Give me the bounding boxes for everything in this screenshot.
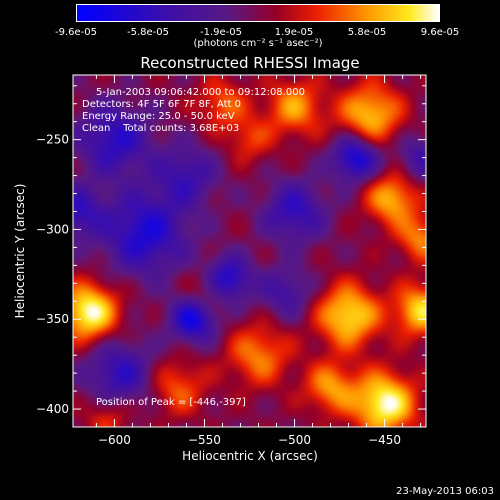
colorbar-tick-label: 1.9e-05 <box>274 27 314 38</box>
x-tick-label: −600 <box>98 433 131 447</box>
x-tick-label: −550 <box>188 433 221 447</box>
axis-ticks: −600 −550 −500 −450 −400 −350 −300 −250 <box>36 75 426 447</box>
y-axis-label: Heliocentric Y (arcsec) <box>13 184 27 319</box>
colorbar-tick-label: 5.8e-05 <box>347 27 387 38</box>
colorbar <box>76 4 440 22</box>
colorbar-units: (photons cm⁻² s⁻¹ asec⁻²) <box>193 38 323 49</box>
timestamp: 23-May-2013 06:03 <box>396 486 494 497</box>
colorbar-tick-label: -5.8e-05 <box>127 27 169 38</box>
colorbar-tick-label: -9.6e-05 <box>55 27 97 38</box>
plot-frame <box>72 74 427 428</box>
colorbar-tick-label: -1.9e-05 <box>200 27 242 38</box>
info-energy-range: Energy Range: 25.0 - 50.0 keV <box>82 111 235 122</box>
info-detectors: Detectors: 4F 5F 6F 7F 8F, Att 0 <box>82 99 242 110</box>
chart-title: Reconstructed RHESSI Image <box>140 54 360 72</box>
y-tick-label: −250 <box>36 133 69 147</box>
colorbar-tick-label: 9.6e-05 <box>420 27 460 38</box>
x-tick-label: −500 <box>278 433 311 447</box>
info-total-counts: Clean Total counts: 3.68E+03 <box>82 123 240 134</box>
y-tick-label: −400 <box>36 402 69 416</box>
x-axis-label: Heliocentric X (arcsec) <box>182 449 318 463</box>
heatmap-image <box>73 75 426 427</box>
info-time-range: 5-Jan-2003 09:06:42.000 to 09:12:08.000 <box>96 87 305 98</box>
y-tick-label: −300 <box>36 222 69 236</box>
y-tick-label: −350 <box>36 312 69 326</box>
x-tick-label: −450 <box>368 433 401 447</box>
peak-position-text: Position of Peak = [-446,-397] <box>96 397 246 408</box>
